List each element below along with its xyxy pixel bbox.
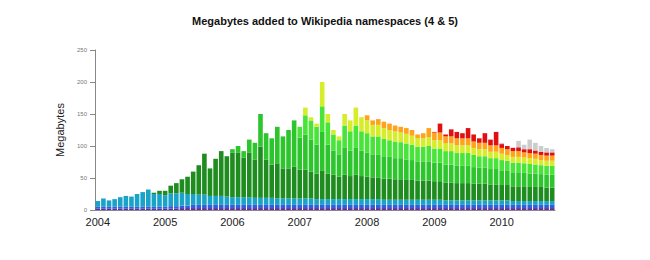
svg-text:2007: 2007	[288, 216, 312, 228]
svg-text:2006: 2006	[220, 216, 244, 228]
svg-text:150: 150	[77, 111, 88, 117]
svg-text:Megabytes: Megabytes	[54, 103, 66, 157]
svg-text:50: 50	[80, 175, 87, 181]
svg-text:2010: 2010	[489, 216, 513, 228]
svg-text:2008: 2008	[355, 216, 379, 228]
svg-text:Megabytes added to Wikipedia n: Megabytes added to Wikipedia namespaces …	[192, 15, 458, 27]
svg-text:0: 0	[84, 207, 88, 213]
svg-text:250: 250	[77, 47, 88, 53]
svg-text:2005: 2005	[153, 216, 177, 228]
svg-text:2004: 2004	[86, 216, 110, 228]
svg-text:200: 200	[77, 79, 88, 85]
svg-text:100: 100	[77, 143, 88, 149]
svg-text:2009: 2009	[422, 216, 446, 228]
